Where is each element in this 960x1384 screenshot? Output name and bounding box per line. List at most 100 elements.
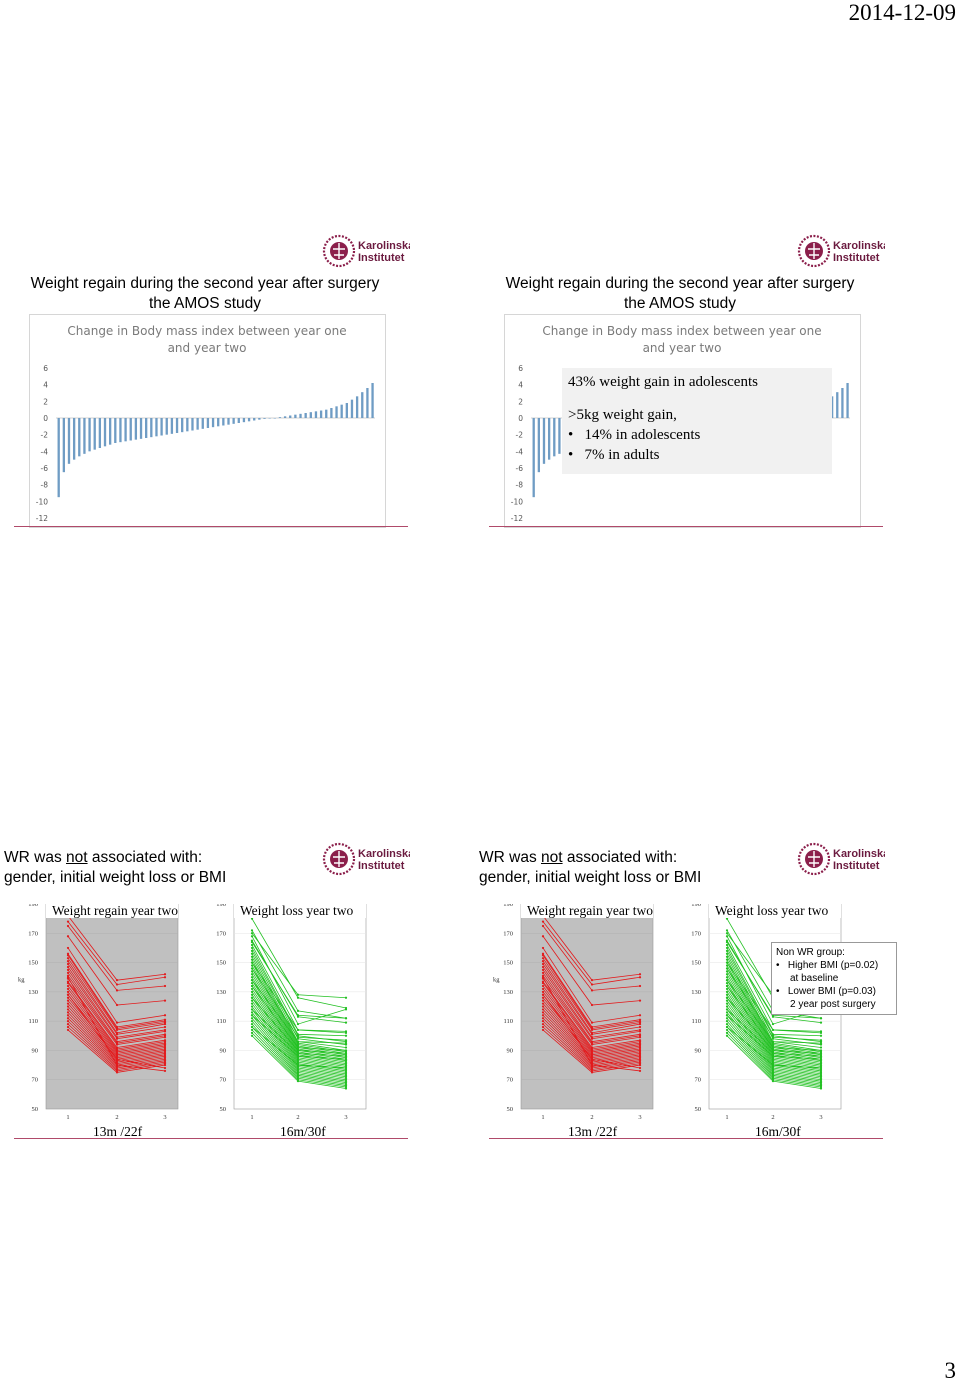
bmi-bar (355, 396, 359, 418)
bmi-bar (114, 418, 117, 443)
page-number: 3 (944, 1358, 957, 1383)
data-point (296, 1046, 300, 1049)
logo-text-line-2: Institutet (833, 252, 880, 264)
data-point (541, 1020, 545, 1023)
y-tick-label: 170 (503, 930, 513, 937)
data-point (725, 1014, 729, 1017)
data-point (250, 1034, 254, 1037)
data-point (66, 981, 70, 985)
data-point (819, 1087, 823, 1090)
data-point (725, 1025, 729, 1029)
chart-title: Weight regain year two (52, 904, 178, 918)
data-point (250, 1022, 254, 1026)
data-point (590, 1063, 594, 1067)
data-point (725, 1017, 729, 1020)
bmi-bar (222, 418, 225, 426)
data-point (541, 924, 545, 928)
data-point (638, 1066, 642, 1070)
x-tick-label: 2 (115, 1114, 118, 1121)
data-point (296, 1009, 300, 1012)
data-point (725, 952, 729, 955)
x-tick-label: 1 (725, 1114, 728, 1121)
data-point (725, 958, 729, 961)
data-point (725, 996, 729, 999)
y-tick-label: 50 (507, 1106, 514, 1113)
data-point (250, 1008, 254, 1011)
title-rule (489, 526, 883, 527)
bmi-bar (191, 418, 194, 431)
y-tick-label: 90 (32, 1047, 39, 1054)
data-point (725, 1002, 729, 1005)
weight-loss-line-chart: 190 170 150 130 110 90 70 50 1 2 3 Weight loss year… (691, 904, 842, 1121)
data-point (541, 1017, 545, 1020)
data-point (638, 1036, 642, 1039)
data-point (725, 1011, 729, 1014)
bmi-bar (371, 383, 374, 418)
data-point (725, 917, 729, 920)
logo-seal-icon (797, 234, 831, 268)
data-point (344, 1087, 348, 1090)
data-point (344, 1052, 348, 1055)
data-point (725, 1034, 729, 1037)
y-tick-label: -12 (511, 514, 523, 523)
data-point (725, 993, 729, 996)
data-point (66, 962, 70, 966)
y-tick-label: -6 (516, 464, 524, 473)
bmi-bar (83, 418, 86, 454)
data-point (771, 1040, 775, 1043)
data-point (250, 949, 254, 952)
data-point (296, 1022, 300, 1026)
data-point (638, 973, 642, 976)
data-point (115, 983, 119, 986)
data-point (66, 960, 70, 963)
note-bullet-2: • Lower BMI (p=0.03) (776, 986, 876, 997)
y-tick-label: 90 (695, 1047, 702, 1054)
data-point (725, 929, 729, 932)
regain-group-caption: 13m /22f (568, 1124, 618, 1139)
data-point (296, 1036, 300, 1039)
weight-regain-line-chart: 190 170 150 130 110 90 70 50 1 2 3 kg Weight regain … (18, 904, 179, 1121)
data-point (725, 964, 729, 967)
y-tick-label: 70 (220, 1077, 227, 1084)
chart-title-line-2: and year two (168, 341, 247, 355)
y-tick-label: 190 (691, 904, 701, 908)
data-point (163, 1025, 167, 1029)
data-point (250, 943, 254, 947)
data-point (541, 987, 545, 991)
data-point (819, 1021, 823, 1024)
data-point (250, 1005, 254, 1008)
y-tick-label: 190 (28, 904, 38, 908)
plot-area (520, 904, 654, 1110)
data-point (66, 1005, 70, 1008)
data-point (541, 984, 545, 988)
data-point (725, 981, 729, 985)
data-point (66, 920, 70, 923)
data-point (250, 1002, 254, 1005)
data-point (725, 1020, 729, 1023)
data-point (163, 999, 167, 1002)
data-point (163, 1030, 167, 1033)
y-tick-label: -6 (41, 464, 49, 473)
data-point (541, 962, 545, 966)
data-point (725, 932, 729, 935)
data-point (66, 999, 70, 1002)
bmi-bar (366, 388, 369, 418)
bmi-bar (340, 404, 343, 418)
bmi-bar (532, 418, 535, 498)
header-date: 2014-12-09 (848, 0, 956, 25)
bmi-bar (78, 418, 81, 457)
bmi-bar (304, 413, 307, 418)
data-point (66, 1022, 70, 1026)
data-point (541, 1005, 545, 1008)
x-tick-label: 3 (163, 1114, 166, 1121)
data-point (66, 1014, 70, 1017)
data-point (163, 1069, 167, 1073)
data-point (250, 958, 254, 961)
chart-title-line-2: and year two (643, 341, 722, 355)
regain-group-caption: 13m /22f (93, 1124, 143, 1139)
slide-4: Karolinska Institutet WR was not associat… (475, 842, 897, 1150)
data-point (250, 1031, 254, 1034)
data-point (344, 1008, 348, 1011)
data-point (163, 1036, 167, 1039)
data-point (250, 973, 254, 976)
